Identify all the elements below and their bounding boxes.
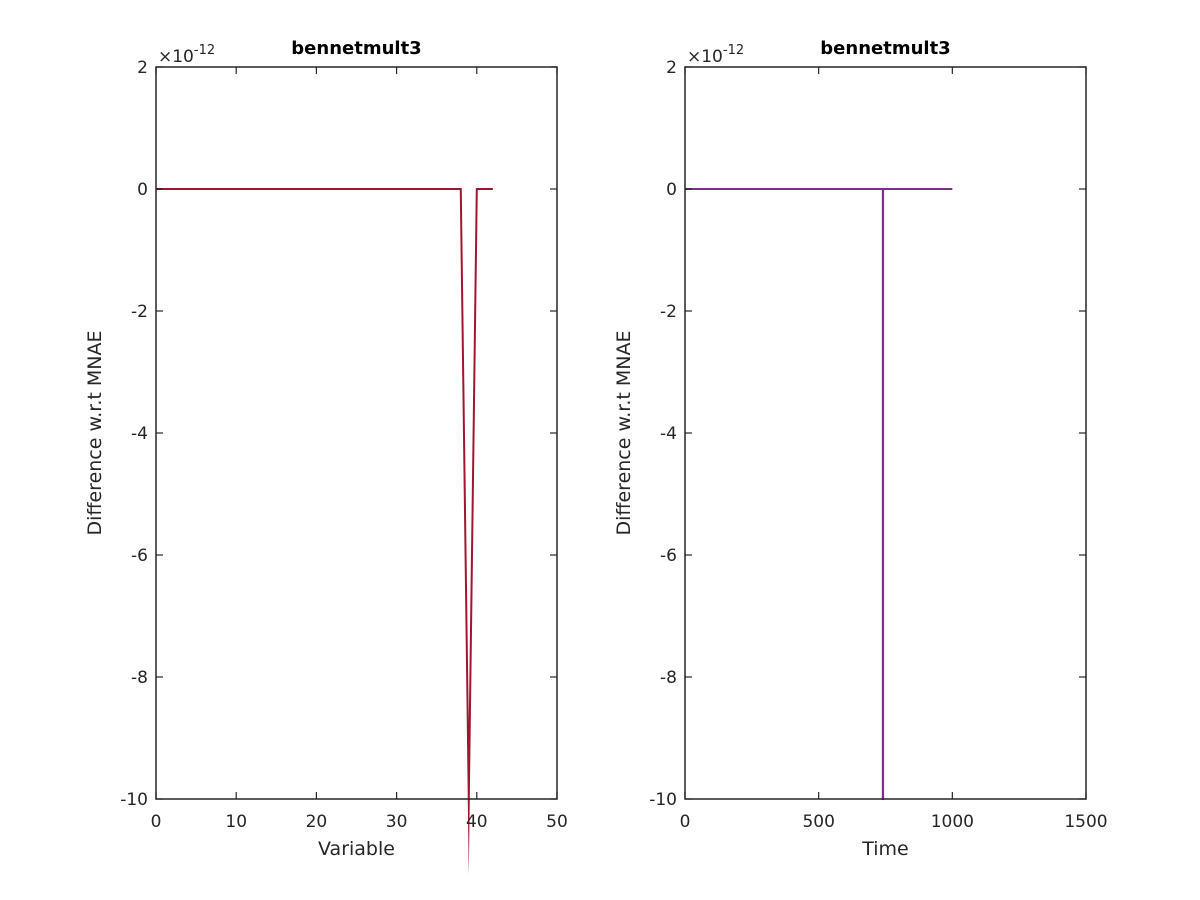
x-tick-label: 1500 bbox=[1064, 812, 1107, 832]
x-axis-label: Variable bbox=[318, 838, 395, 860]
y-tick-label: -2 bbox=[131, 302, 148, 322]
x-tick-label: 40 bbox=[466, 812, 488, 832]
chart-title: bennetmult3 bbox=[820, 38, 950, 59]
chart-panel-2: 0 500 1000 1500 -10 -8 -6 -4 -2 0 2 ×10-12 bennetmul… bbox=[613, 38, 1108, 860]
x-tick-label: 20 bbox=[306, 812, 328, 832]
y-axis-label: Difference w.r.t MNAE bbox=[613, 330, 635, 535]
x-tick-label: 10 bbox=[225, 812, 247, 832]
y-tick-label: -8 bbox=[131, 668, 148, 688]
y-tick-label: 2 bbox=[666, 58, 677, 78]
x-axis-label: Time bbox=[861, 838, 909, 860]
y-tick-label: -6 bbox=[131, 546, 148, 566]
y-tick-label: -6 bbox=[660, 546, 677, 566]
y-exponent-base: ×10 bbox=[158, 47, 194, 67]
x-tick-label: 500 bbox=[802, 812, 834, 832]
series-line-1 bbox=[156, 188, 493, 876]
y-exponent-power: -12 bbox=[723, 43, 744, 58]
plot-area bbox=[685, 67, 1086, 799]
x-tick-label: 30 bbox=[386, 812, 408, 832]
y-exponent-label: ×10-12 bbox=[687, 43, 744, 67]
y-exponent-label: ×10-12 bbox=[158, 43, 215, 67]
y-tick-label: -4 bbox=[131, 424, 148, 444]
y-tick-label: -8 bbox=[660, 668, 677, 688]
x-tick-label: 1000 bbox=[931, 812, 974, 832]
y-exponent-power: -12 bbox=[194, 43, 215, 58]
y-tick-label: -10 bbox=[120, 790, 148, 810]
chart-panel-1: 0 10 20 30 40 50 -10 -8 -6 -4 -2 0 2 ×10-12 bennetmult… bbox=[84, 38, 568, 876]
y-tick-label: 2 bbox=[137, 58, 148, 78]
plot-area bbox=[156, 67, 557, 799]
y-tick-label: -10 bbox=[649, 790, 677, 810]
x-tick-label: 0 bbox=[151, 812, 162, 832]
y-tick-label: -4 bbox=[660, 424, 677, 444]
y-tick-label: 0 bbox=[137, 180, 148, 200]
y-axis-label: Difference w.r.t MNAE bbox=[84, 330, 106, 535]
x-tick-label: 0 bbox=[680, 812, 691, 832]
y-tick-label: 0 bbox=[666, 180, 677, 200]
chart-title: bennetmult3 bbox=[291, 38, 421, 59]
y-tick-label: -2 bbox=[660, 302, 677, 322]
x-tick-label: 50 bbox=[546, 812, 568, 832]
y-exponent-base: ×10 bbox=[687, 47, 723, 67]
